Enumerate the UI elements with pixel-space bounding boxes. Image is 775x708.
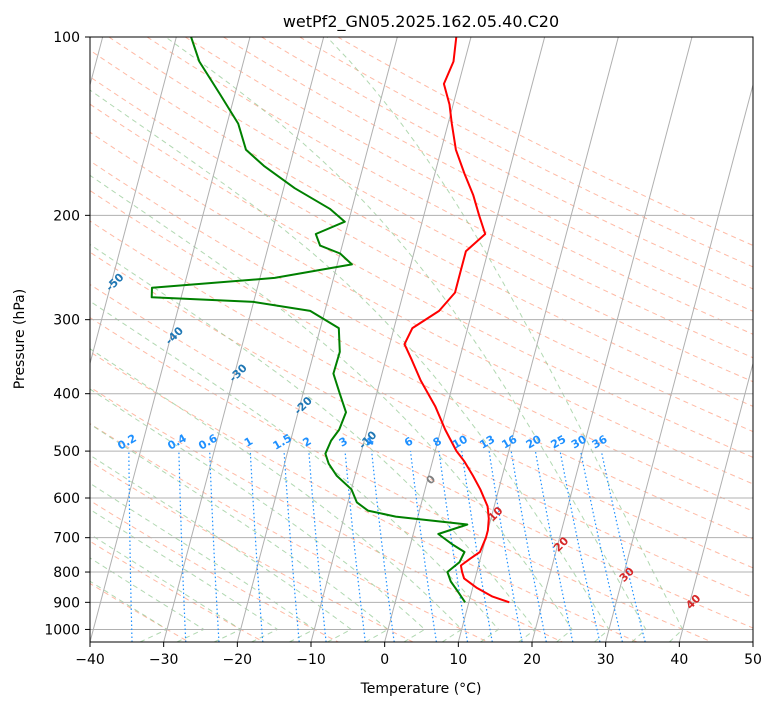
dry-adiabat bbox=[90, 351, 638, 642]
plot-background bbox=[90, 37, 753, 642]
y-axis-label: Pressure (hPa) bbox=[12, 289, 28, 389]
dry-adiabat bbox=[299, 37, 753, 268]
y-tick-label: 500 bbox=[53, 444, 80, 460]
mixing-ratio-line bbox=[559, 450, 601, 642]
isotherm-line bbox=[531, 37, 693, 642]
moist-adiabat bbox=[326, 37, 684, 642]
y-tick-label: 1000 bbox=[44, 622, 80, 638]
dry-adiabat bbox=[223, 37, 753, 312]
isotherm-line bbox=[90, 37, 251, 642]
moist-adiabat bbox=[90, 454, 353, 642]
dry-adiabat bbox=[90, 317, 712, 642]
dry-adiabat bbox=[146, 37, 753, 359]
mixing-ratio-line bbox=[510, 451, 547, 642]
mixing-ratio-line bbox=[344, 451, 366, 642]
plot-frame bbox=[89, 36, 754, 643]
y-tick-label: 400 bbox=[53, 387, 80, 403]
moist-adiabat bbox=[90, 243, 537, 642]
dry-adiabat bbox=[108, 37, 753, 383]
x-tick-label: 0 bbox=[380, 652, 389, 668]
dry-adiabat bbox=[90, 103, 753, 458]
y-tick-label: 100 bbox=[53, 30, 80, 46]
mixing-ratio-line bbox=[534, 450, 574, 642]
temperature-line bbox=[403, 37, 510, 604]
x-tick-label: 40 bbox=[670, 652, 688, 668]
mixing-ratio-line bbox=[283, 451, 300, 642]
moist-adiabat bbox=[90, 557, 205, 642]
moist-adiabat bbox=[90, 423, 389, 642]
moist-adiabat bbox=[90, 388, 426, 642]
isotherm-line bbox=[605, 82, 753, 642]
y-tick-label: 700 bbox=[53, 531, 80, 547]
dry-adiabat bbox=[90, 500, 339, 642]
moist-adiabat bbox=[90, 300, 500, 642]
x-axis: −40 −30 −20 −10 0 10 20 30 40 50 bbox=[75, 642, 762, 668]
x-tick-label: 30 bbox=[597, 652, 615, 668]
isotherm-line bbox=[310, 37, 472, 642]
dry-adiabat bbox=[90, 131, 753, 485]
mixing-ratio-line bbox=[580, 450, 623, 642]
moist-adiabat bbox=[165, 37, 647, 642]
x-tick-label: 20 bbox=[523, 652, 541, 668]
y-tick-label: 800 bbox=[53, 565, 80, 581]
moist-adiabat bbox=[90, 174, 573, 642]
x-tick-label: 50 bbox=[744, 652, 762, 668]
isotherm-line bbox=[678, 361, 753, 642]
profile-series bbox=[150, 37, 510, 604]
mixing-ratio-line bbox=[600, 450, 646, 642]
dry-adiabat bbox=[90, 76, 753, 433]
plot-area: -100-90-80-70-60-50-40-30-20-10010203040… bbox=[69, 37, 753, 642]
isotherm-line bbox=[384, 37, 546, 642]
y-axis: 100 200 300 400 500 600 700 800 900 1000 bbox=[44, 30, 90, 638]
y-tick-label: 300 bbox=[53, 313, 80, 329]
dry-adiabat bbox=[90, 49, 753, 407]
mixing-ratio-label: 0.1 bbox=[69, 432, 92, 453]
chart-title: wetPf2_GN05.2025.162.05.40.C20 bbox=[283, 12, 559, 32]
mixing-ratio-line bbox=[308, 451, 327, 642]
mixing-ratio-line bbox=[409, 451, 437, 642]
dewpoint-line bbox=[150, 37, 469, 603]
isotherm-line bbox=[90, 37, 177, 366]
moist-adiabat bbox=[90, 508, 279, 642]
mixing-ratio-line bbox=[371, 451, 395, 642]
y-tick-label: 900 bbox=[53, 595, 80, 611]
x-tick-label: 10 bbox=[449, 652, 467, 668]
x-tick-label: −10 bbox=[296, 652, 326, 668]
x-tick-label: −30 bbox=[149, 652, 179, 668]
dry-adiabat bbox=[90, 189, 753, 540]
isotherm-line bbox=[236, 37, 398, 642]
dry-adiabat bbox=[90, 220, 753, 569]
x-tick-label: −40 bbox=[75, 652, 105, 668]
moist-adiabat bbox=[90, 89, 610, 642]
y-tick-label: 600 bbox=[53, 491, 80, 507]
x-tick-label: −20 bbox=[223, 652, 253, 668]
y-tick-label: 200 bbox=[53, 208, 80, 224]
mixing-ratio-line bbox=[438, 451, 469, 642]
moist-adiabat bbox=[90, 533, 242, 642]
x-axis-label: Temperature (°C) bbox=[360, 681, 482, 697]
isotherm-line bbox=[163, 37, 325, 642]
mixing-ratio-lines bbox=[128, 450, 646, 642]
